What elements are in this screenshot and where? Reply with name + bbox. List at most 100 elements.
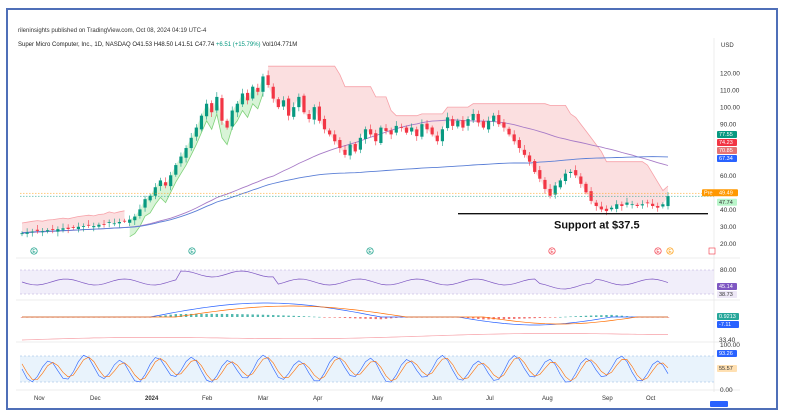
candle-body <box>522 149 527 155</box>
candle-body <box>194 127 198 137</box>
candle-body <box>230 110 234 127</box>
macd-histogram-bar <box>471 317 475 319</box>
candle-body <box>374 133 378 142</box>
candle-body <box>492 115 496 122</box>
legend-close: C47.74 <box>194 42 215 48</box>
macd-histogram-bar <box>600 315 603 317</box>
macd-histogram-bar <box>205 313 208 317</box>
candle-body <box>133 216 137 221</box>
candle-body <box>486 120 491 130</box>
earnings-event-label: E <box>190 249 194 255</box>
candle-body <box>266 75 270 85</box>
macd-histogram-bar <box>379 317 383 320</box>
time-axis-label: Mar <box>258 396 268 402</box>
chart-frame <box>6 8 778 410</box>
earnings-event-icon[interactable] <box>666 247 674 255</box>
supertrend-bear-line <box>268 65 669 192</box>
price-tag-label: 70.85 <box>719 148 733 154</box>
candle-body <box>199 115 204 130</box>
macd-extra-tag-label: 33.40 <box>719 337 736 344</box>
candle-body <box>579 176 583 184</box>
premarket-tag-prefix: Pre <box>704 191 713 197</box>
stoch-d-tag-bg <box>717 365 737 372</box>
macd-signal-tag-bg <box>717 321 739 328</box>
macd-histogram-bar <box>482 317 485 320</box>
macd-tag-label: 0.9213 <box>719 314 736 320</box>
macd-histogram-bar <box>625 316 629 317</box>
stoch-k-line <box>21 354 669 383</box>
candle-body <box>292 107 296 117</box>
macd-histogram-bar <box>343 317 347 318</box>
candle-body <box>281 100 286 107</box>
candle-body <box>92 226 96 228</box>
macd-histogram-bar <box>328 317 331 318</box>
macd-histogram-bar <box>333 317 336 318</box>
macd-histogram-bar <box>507 317 511 320</box>
candle-body <box>399 127 403 128</box>
last-price-tag-label: 47.74 <box>719 200 733 206</box>
candle-body <box>122 220 127 222</box>
macd-histogram-bar <box>277 315 280 317</box>
macd-histogram-bar <box>354 317 357 319</box>
candle-body <box>502 122 506 128</box>
candle-body <box>138 209 142 216</box>
symbol-legend: Super Micro Computer, Inc., 1D, NASDAQ O… <box>18 42 297 48</box>
candle-body <box>604 208 609 212</box>
stoch-axis-label: 100.00 <box>720 342 740 349</box>
price-axis-label: 120.00 <box>720 71 740 78</box>
earnings-event-icon[interactable] <box>188 247 196 255</box>
macd-histogram-bar <box>251 314 254 317</box>
candle-body <box>466 119 470 126</box>
macd-histogram-bar <box>266 314 270 317</box>
candle-body <box>66 227 70 229</box>
legend-open: O41.53 <box>132 42 153 48</box>
candle-body <box>348 144 352 156</box>
candle-body <box>584 183 588 193</box>
earnings-event-label: E <box>32 249 36 255</box>
candle-body <box>656 205 660 208</box>
candle-body <box>35 229 39 231</box>
price-tag-bg <box>717 147 737 154</box>
price-axis-label: 110.00 <box>720 88 740 95</box>
candle-body <box>574 170 578 176</box>
macd-histogram-bar <box>584 315 588 317</box>
candle-body <box>276 99 280 108</box>
macd-histogram-bar <box>179 314 183 317</box>
stoch-d-line <box>21 356 669 382</box>
macd-histogram-bar <box>620 315 624 317</box>
earnings-event-icon[interactable] <box>654 247 662 255</box>
candle-body <box>25 232 29 234</box>
rsi-axis-label: 80.00 <box>720 267 737 274</box>
candle-body <box>404 127 409 133</box>
candle-body <box>558 180 562 188</box>
candle-body <box>425 123 429 130</box>
candle-body <box>533 161 537 172</box>
macd-histogram-bar <box>164 315 167 317</box>
candle-body <box>245 92 250 101</box>
candle-body <box>169 175 173 187</box>
macd-histogram-bar <box>220 313 224 317</box>
price-tag-label: 67.34 <box>719 156 733 162</box>
time-axis-label: Nov <box>34 396 45 402</box>
settings-button[interactable] <box>710 401 728 407</box>
candle-body <box>307 114 311 120</box>
macd-histogram-bar <box>174 314 178 317</box>
candle-body <box>599 206 603 210</box>
candle-body <box>451 119 455 126</box>
candle-body <box>645 202 650 204</box>
candle-body <box>338 140 342 149</box>
candle-body <box>117 222 122 224</box>
candle-body <box>394 125 398 133</box>
candle-body <box>322 118 327 130</box>
candle-body <box>76 226 80 229</box>
earnings-event-icon[interactable] <box>366 247 374 255</box>
earnings-event-icon[interactable] <box>30 247 38 255</box>
candle-body <box>430 127 434 135</box>
earnings-event-icon[interactable] <box>548 247 556 255</box>
time-axis-label: Feb <box>202 396 213 402</box>
candle-body <box>81 226 86 227</box>
candle-body <box>51 228 55 230</box>
candle-body <box>527 155 532 162</box>
time-axis-label: Jul <box>486 396 494 402</box>
